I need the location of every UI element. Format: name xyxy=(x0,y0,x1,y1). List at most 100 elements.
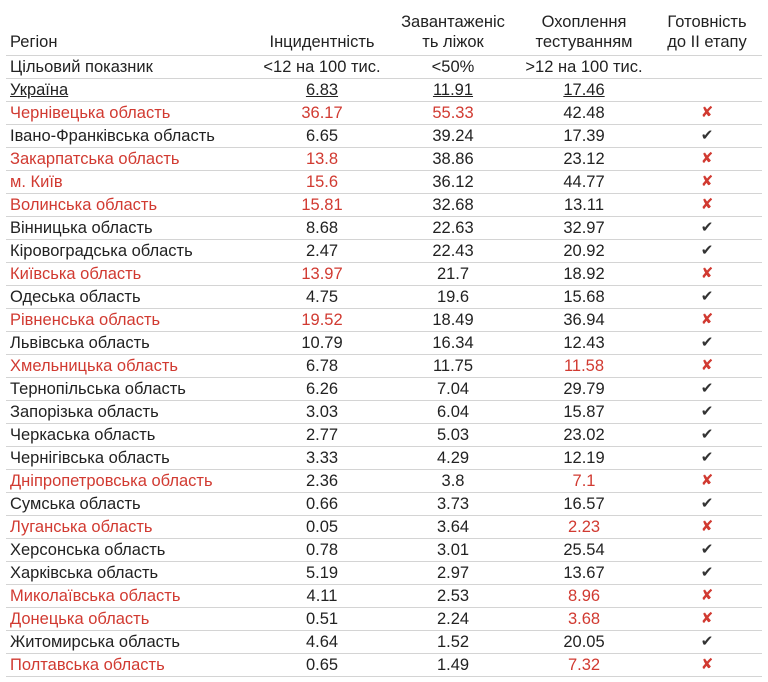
beds-value: 5.03 xyxy=(390,423,516,447)
testing-value: 12.43 xyxy=(516,331,652,355)
testing-value: 18.92 xyxy=(516,262,652,286)
ukraine-beds: 11.91 xyxy=(390,78,516,102)
incidence-value: 8.68 xyxy=(254,216,390,240)
ukraine-incidence: 6.83 xyxy=(254,78,390,102)
table-row: Миколаївська область 4.11 2.53 8.96 ✘ xyxy=(6,584,762,608)
incidence-value: 3.03 xyxy=(254,400,390,424)
table-row: Харківська область 5.19 2.97 13.67 ✔ xyxy=(6,561,762,585)
beds-value: 22.43 xyxy=(390,239,516,263)
incidence-value: 0.65 xyxy=(254,653,390,677)
beds-value: 3.01 xyxy=(390,538,516,562)
cross-icon: ✘ xyxy=(652,607,762,631)
beds-value: 6.04 xyxy=(390,400,516,424)
cross-icon: ✘ xyxy=(652,354,762,378)
testing-value: 7.1 xyxy=(516,469,652,493)
testing-value: 17.39 xyxy=(516,124,652,148)
region-name: Донецька область xyxy=(6,607,254,631)
table-row: Одеська область 4.75 19.6 15.68 ✔ xyxy=(6,285,762,309)
testing-value: 2.23 xyxy=(516,515,652,539)
incidence-value: 4.11 xyxy=(254,584,390,608)
region-name: Полтавська область xyxy=(6,653,254,677)
ukraine-row: Україна 6.83 11.91 17.46 xyxy=(6,78,762,102)
beds-value: 1.52 xyxy=(390,630,516,654)
incidence-value: 19.52 xyxy=(254,308,390,332)
incidence-value: 10.79 xyxy=(254,331,390,355)
table-row: Донецька область 0.51 2.24 3.68 ✘ xyxy=(6,607,762,631)
testing-value: 7.32 xyxy=(516,653,652,677)
beds-value: 22.63 xyxy=(390,216,516,240)
table-row: Сумська область 0.66 3.73 16.57 ✔ xyxy=(6,492,762,516)
cross-icon: ✘ xyxy=(652,653,762,677)
header-testing-line2: тестуванням xyxy=(535,33,633,51)
beds-value: 3.8 xyxy=(390,469,516,493)
testing-value: 23.02 xyxy=(516,423,652,447)
table-row: Херсонська область 0.78 3.01 25.54 ✔ xyxy=(6,538,762,562)
testing-value: 12.19 xyxy=(516,446,652,470)
beds-value: 7.04 xyxy=(390,377,516,401)
target-label: Цільовий показник xyxy=(6,55,254,79)
table-row: Чернівецька область 36.17 55.33 42.48 ✘ xyxy=(6,101,762,125)
check-icon: ✔ xyxy=(652,331,762,355)
beds-value: 16.34 xyxy=(390,331,516,355)
cross-icon: ✘ xyxy=(652,515,762,539)
check-icon: ✔ xyxy=(652,492,762,516)
beds-value: 38.86 xyxy=(390,147,516,171)
table-row: Рівненська область 19.52 18.49 36.94 ✘ xyxy=(6,308,762,332)
table-row: Івано-Франківська область 6.65 39.24 17.39 ✔ xyxy=(6,124,762,148)
incidence-value: 2.77 xyxy=(254,423,390,447)
check-icon: ✔ xyxy=(652,285,762,309)
table-row: Вінницька область 8.68 22.63 32.97 ✔ xyxy=(6,216,762,240)
cross-icon: ✘ xyxy=(652,101,762,125)
testing-value: 44.77 xyxy=(516,170,652,194)
testing-value: 29.79 xyxy=(516,377,652,401)
testing-value: 8.96 xyxy=(516,584,652,608)
table-row: м. Київ 15.6 36.12 44.77 ✘ xyxy=(6,170,762,194)
region-name: Сумська область xyxy=(6,492,254,516)
region-name: Чернігівська область xyxy=(6,446,254,470)
region-name: Чернівецька область xyxy=(6,101,254,125)
cross-icon: ✘ xyxy=(652,308,762,332)
region-name: Вінницька область xyxy=(6,216,254,240)
region-name: Тернопільська область xyxy=(6,377,254,401)
incidence-value: 6.65 xyxy=(254,124,390,148)
region-name: Івано-Франківська область xyxy=(6,124,254,148)
beds-value: 32.68 xyxy=(390,193,516,217)
table-row: Чернігівська область 3.33 4.29 12.19 ✔ xyxy=(6,446,762,470)
incidence-value: 2.36 xyxy=(254,469,390,493)
header-region: Регіон xyxy=(6,6,254,56)
target-ready xyxy=(652,55,762,79)
table-row: Дніпропетровська область 2.36 3.8 7.1 ✘ xyxy=(6,469,762,493)
header-ready-line1: Готовність xyxy=(667,13,747,31)
target-incidence: <12 на 100 тис. xyxy=(254,55,390,79)
beds-value: 11.75 xyxy=(390,354,516,378)
check-icon: ✔ xyxy=(652,423,762,447)
beds-value: 21.7 xyxy=(390,262,516,286)
testing-value: 20.05 xyxy=(516,630,652,654)
beds-value: 2.53 xyxy=(390,584,516,608)
region-name: Херсонська область xyxy=(6,538,254,562)
table-row: Львівська область 10.79 16.34 12.43 ✔ xyxy=(6,331,762,355)
table-row: Житомирська область 4.64 1.52 20.05 ✔ xyxy=(6,630,762,654)
header-beds-line2: ть ліжок xyxy=(422,33,484,51)
incidence-value: 15.81 xyxy=(254,193,390,217)
region-name: Рівненська область xyxy=(6,308,254,332)
region-name: Харківська область xyxy=(6,561,254,585)
beds-value: 3.64 xyxy=(390,515,516,539)
incidence-value: 0.66 xyxy=(254,492,390,516)
table-row: Запорізька область 3.03 6.04 15.87 ✔ xyxy=(6,400,762,424)
region-name: Хмельницька область xyxy=(6,354,254,378)
region-name: Миколаївська область xyxy=(6,584,254,608)
table-row: Хмельницька область 6.78 11.75 11.58 ✘ xyxy=(6,354,762,378)
header-beds-line1: Завантаженіс xyxy=(401,13,505,31)
testing-value: 32.97 xyxy=(516,216,652,240)
beds-value: 2.24 xyxy=(390,607,516,631)
check-icon: ✔ xyxy=(652,377,762,401)
header-beds: Завантаженіс ть ліжок xyxy=(390,6,516,56)
incidence-value: 6.26 xyxy=(254,377,390,401)
table-header-row: Регіон Інцидентність Завантаженіс ть ліж… xyxy=(6,6,762,56)
cross-icon: ✘ xyxy=(652,584,762,608)
testing-value: 13.67 xyxy=(516,561,652,585)
check-icon: ✔ xyxy=(652,400,762,424)
testing-value: 23.12 xyxy=(516,147,652,171)
testing-value: 16.57 xyxy=(516,492,652,516)
